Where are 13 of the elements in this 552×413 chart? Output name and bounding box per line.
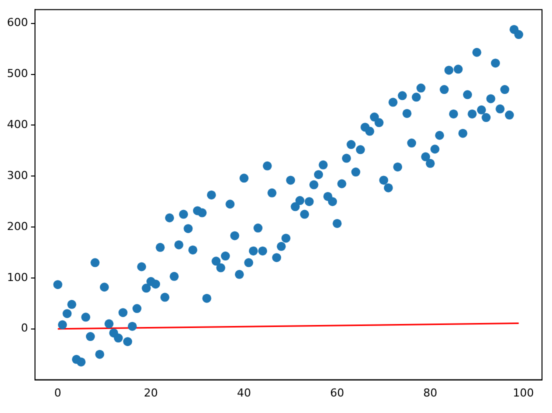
y-tick-label: 100: [6, 270, 28, 284]
x-tick-label: 80: [423, 386, 438, 400]
x-tick-label: 0: [54, 386, 62, 400]
x-tick-label: 20: [144, 386, 158, 400]
x-tick-label: 100: [512, 386, 534, 400]
y-tick-label: 600: [6, 16, 28, 30]
x-tick-label: 60: [330, 386, 344, 400]
y-tick-label: 300: [6, 168, 28, 182]
y-tick-label: 0: [20, 322, 28, 335]
y-tick-label: 500: [6, 67, 28, 80]
x-tick-label: 40: [237, 386, 252, 400]
y-tick-label: 200: [6, 220, 28, 233]
y-tick-label: 400: [6, 118, 28, 132]
